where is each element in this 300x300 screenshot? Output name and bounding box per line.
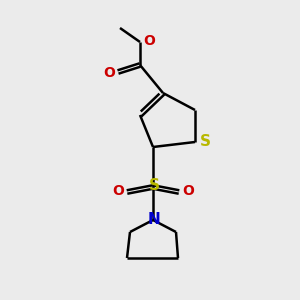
- Text: O: O: [143, 34, 155, 48]
- Text: O: O: [182, 184, 194, 198]
- Text: O: O: [112, 184, 124, 198]
- Text: N: N: [148, 212, 160, 226]
- Text: O: O: [103, 66, 115, 80]
- Text: S: S: [148, 178, 160, 194]
- Text: S: S: [200, 134, 211, 149]
